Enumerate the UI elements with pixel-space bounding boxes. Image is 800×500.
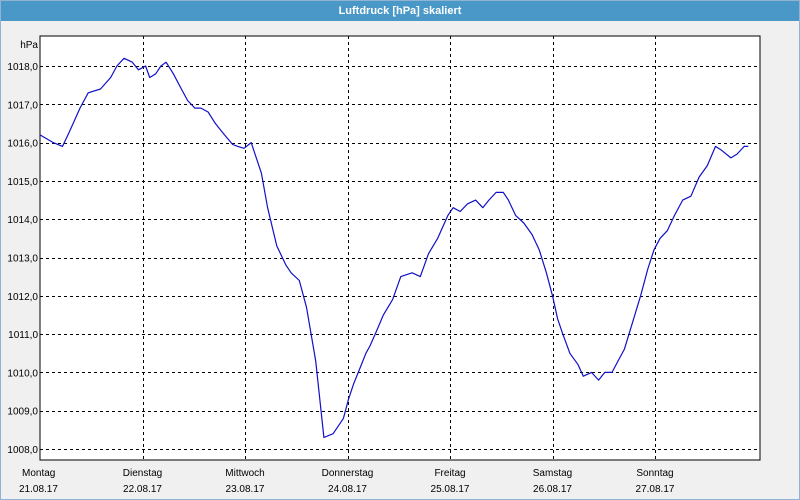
y-tick-label: 1009,0 <box>7 407 38 418</box>
x-tick-date-label: 22.08.17 <box>123 484 162 495</box>
x-tick-day-label: Montag <box>22 468 55 479</box>
x-tick-date-label: 23.08.17 <box>226 484 265 495</box>
y-tick-label: 1011,0 <box>8 330 38 341</box>
y-tick-label: 1015,0 <box>7 177 38 188</box>
y-tick-label: 1018,0 <box>7 62 38 73</box>
pressure-series-line <box>39 57 749 439</box>
y-tick-label: 1017,0 <box>7 100 38 111</box>
y-tick-label: 1008,0 <box>7 445 38 456</box>
plot-area <box>39 35 761 461</box>
x-tick-day-label: Donnerstag <box>322 468 374 479</box>
x-tick-date-label: 27.08.17 <box>636 484 675 495</box>
x-tick-date-label: 26.08.17 <box>533 484 572 495</box>
x-tick-day-label: Dienstag <box>123 468 162 479</box>
y-axis-unit-label: hPa <box>20 40 38 51</box>
y-tick-label: 1012,0 <box>7 292 38 303</box>
x-tick-day-label: Samstag <box>533 468 572 479</box>
chart-title: Luftdruck [hPa] skaliert <box>338 5 462 17</box>
title-bar: Luftdruck [hPa] skaliert <box>1 1 799 21</box>
x-tick-date-label: 24.08.17 <box>328 484 367 495</box>
y-tick-label: 1013,0 <box>7 254 38 265</box>
y-tick-label: 1014,0 <box>7 215 38 226</box>
x-tick-day-label: Mittwoch <box>225 468 264 479</box>
y-tick-label: 1010,0 <box>7 368 38 379</box>
x-tick-date-label: 25.08.17 <box>431 484 470 495</box>
x-tick-date-label: 21.08.17 <box>19 484 58 495</box>
x-tick-day-label: Sonntag <box>636 468 673 479</box>
y-tick-label: 1016,0 <box>7 139 38 150</box>
x-tick-day-label: Freitag <box>434 468 465 479</box>
